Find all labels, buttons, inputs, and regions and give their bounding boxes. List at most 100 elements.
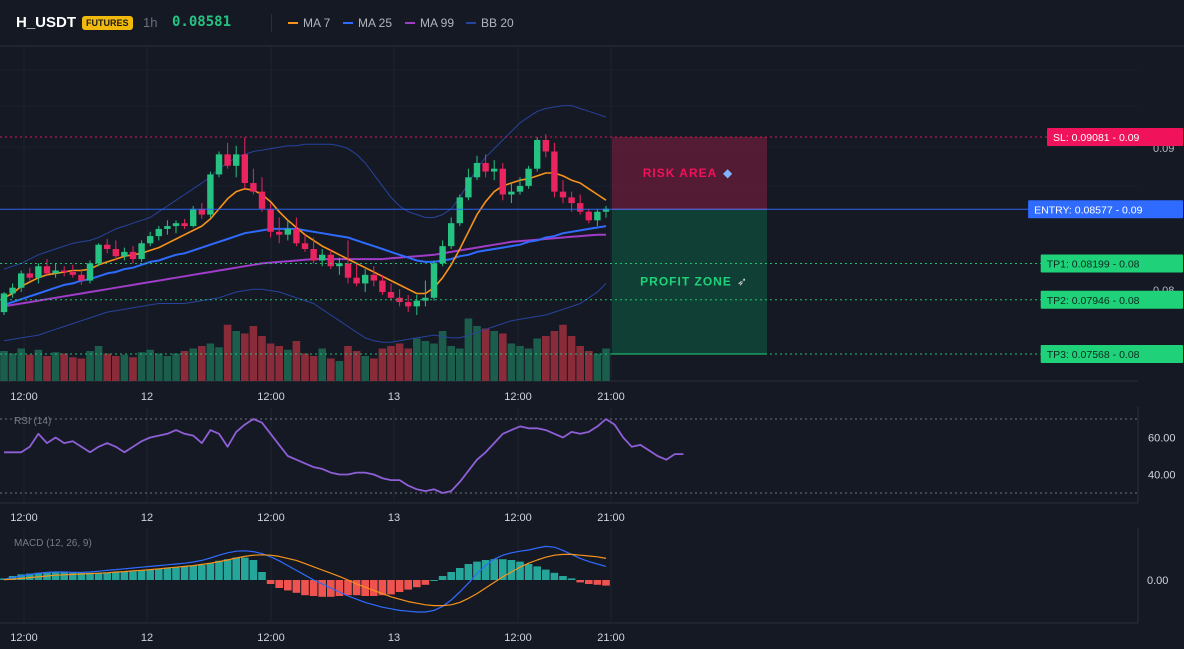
ma25-swatch	[343, 21, 353, 24]
macd-histogram-bar	[103, 572, 111, 580]
candle-body	[362, 274, 369, 284]
volume-bar	[576, 346, 584, 381]
tp2-price-tag-bg	[1040, 290, 1183, 309]
legend-ma99[interactable]: MA 99	[405, 16, 454, 30]
candle-body	[112, 249, 119, 257]
futures-badge: FUTURES	[82, 16, 133, 30]
volume-bar	[352, 351, 361, 381]
volume-bar	[266, 343, 275, 381]
candle-body	[336, 263, 343, 267]
macd-time-label: 21:00	[597, 632, 625, 644]
candle-body	[147, 236, 154, 244]
timeframe-label[interactable]: 1h	[143, 15, 158, 30]
volume-bar	[361, 356, 369, 381]
volume-bar	[249, 326, 258, 381]
candle-body	[310, 249, 317, 261]
tp1-price-tag: TP1: 0.08199 - 0.08	[1047, 258, 1140, 270]
volume-bar	[198, 346, 206, 381]
macd-histogram-bar	[292, 580, 301, 593]
price-time-label: 21:00	[597, 391, 625, 403]
candle-body	[172, 223, 180, 227]
candle-body	[284, 228, 291, 235]
macd-histogram-bar	[189, 565, 197, 580]
volume-bar	[524, 348, 533, 381]
macd-histogram-bar	[430, 580, 438, 581]
candle-body	[473, 162, 481, 178]
macd-histogram-bar	[318, 580, 326, 597]
candle-body	[207, 174, 214, 215]
ma25-line	[3, 225, 607, 306]
ma99-swatch	[405, 21, 415, 24]
volume-bar	[378, 348, 387, 381]
candle-body	[516, 185, 524, 192]
volume-bar	[533, 338, 541, 381]
macd-histogram-bar	[352, 580, 361, 596]
legend-ma25[interactable]: MA 25	[343, 16, 392, 30]
volume-bar	[593, 353, 602, 381]
macd-histogram-bar	[51, 572, 60, 580]
macd-histogram-bar	[378, 580, 387, 596]
volume-bar	[43, 356, 51, 381]
candle-body	[577, 203, 584, 212]
macd-histogram-bar	[180, 566, 189, 580]
macd-histogram-bar	[395, 580, 404, 592]
volume-bar	[17, 348, 25, 381]
volume-bar	[180, 351, 189, 381]
candle-body	[559, 191, 567, 198]
candle-body	[0, 293, 8, 313]
volume-bar	[129, 357, 137, 381]
macd-histogram-bar	[232, 557, 240, 580]
volume-bar	[456, 348, 464, 381]
macd-time-label: 12:00	[504, 632, 532, 644]
macd-histogram-bar	[241, 557, 249, 580]
candle-body	[439, 246, 446, 264]
macd-histogram-bar	[516, 561, 524, 580]
entry-price-tag-bg	[1028, 200, 1183, 219]
macd-line	[3, 545, 607, 613]
macd-histogram-bar	[456, 568, 464, 580]
rsi-line	[4, 418, 684, 494]
candle-body	[551, 151, 558, 192]
candle-body	[594, 211, 601, 221]
volume-bar	[155, 353, 163, 381]
legend-ma7[interactable]: MA 7	[288, 16, 330, 30]
candle-body	[293, 228, 300, 244]
macd-histogram-bar	[77, 572, 86, 580]
macd-histogram-bar	[215, 560, 223, 580]
macd-histogram-bar	[301, 580, 309, 596]
price-time-label: 12	[141, 391, 153, 403]
macd-histogram-bar	[266, 580, 275, 584]
candle-body	[413, 300, 420, 307]
volume-bar	[464, 318, 473, 381]
macd-histogram-bar	[481, 560, 490, 580]
volume-bar	[284, 349, 292, 381]
candle-body	[95, 244, 102, 264]
macd-histogram-bar	[421, 580, 430, 585]
legend-bb20[interactable]: BB 20	[466, 16, 514, 30]
macd-histogram-bar	[120, 571, 129, 580]
entry-price-tag: ENTRY: 0.08577 - 0.09	[1034, 204, 1143, 216]
rsi-time-label: 13	[388, 512, 400, 524]
macd-histogram-bar	[524, 564, 533, 580]
volume-bar	[103, 353, 111, 381]
volume-bar	[232, 331, 240, 381]
volume-bar	[120, 354, 129, 381]
candle-body	[465, 177, 472, 198]
profit-zone-label: PROFIT ZONE	[640, 275, 732, 289]
volume-bar	[137, 352, 146, 381]
macd-histogram-bar	[404, 580, 412, 590]
header-divider	[271, 14, 272, 32]
symbol-name[interactable]: H_USDT	[16, 14, 77, 31]
volume-bar	[438, 331, 447, 381]
macd-histogram-bar	[550, 572, 559, 580]
candle-body	[456, 197, 463, 224]
legend-ma99-label: MA 99	[420, 16, 455, 30]
candle-body	[52, 270, 59, 274]
macd-signal-line	[3, 553, 607, 607]
volume-bar	[301, 353, 309, 381]
macd-histogram-bar	[542, 569, 550, 580]
volume-bar	[60, 353, 68, 381]
candle-body	[61, 270, 68, 273]
macd-time-label: 12	[141, 632, 153, 644]
